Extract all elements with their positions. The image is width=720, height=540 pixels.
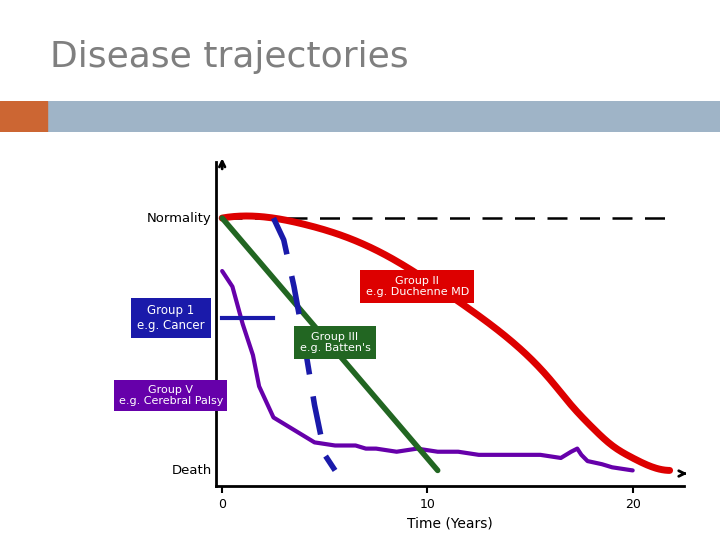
Text: Group II
e.g. Duchenne MD: Group II e.g. Duchenne MD — [366, 276, 469, 298]
Text: Group V
e.g. Cerebral Palsy: Group V e.g. Cerebral Palsy — [119, 385, 223, 407]
Text: Death: Death — [171, 464, 212, 477]
Text: Disease trajectories: Disease trajectories — [50, 40, 409, 73]
Text: Group 1
e.g. Cancer: Group 1 e.g. Cancer — [137, 304, 204, 332]
X-axis label: Time (Years): Time (Years) — [407, 516, 493, 530]
Text: Normality: Normality — [147, 212, 212, 225]
Text: Group III
e.g. Batten's: Group III e.g. Batten's — [300, 332, 371, 354]
Bar — [0, 101, 47, 132]
